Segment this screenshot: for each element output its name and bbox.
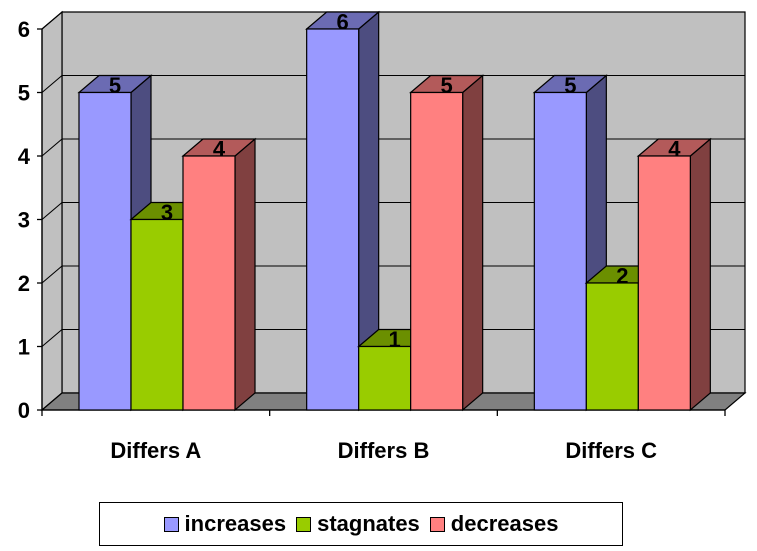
legend-item: stagnates bbox=[296, 511, 420, 537]
bar-front bbox=[637, 155, 691, 411]
data-label: 3 bbox=[161, 200, 173, 225]
bar-side bbox=[234, 137, 256, 412]
y-tick-label: 4 bbox=[18, 144, 31, 169]
data-label: 5 bbox=[441, 73, 453, 98]
category-label: Differs B bbox=[338, 438, 430, 463]
data-label: 5 bbox=[109, 73, 121, 98]
legend-label: increases bbox=[184, 511, 287, 536]
legend-swatch bbox=[163, 516, 179, 532]
y-tick-label: 1 bbox=[18, 335, 30, 360]
legend-item: increases bbox=[163, 511, 287, 537]
bar-front bbox=[533, 91, 587, 411]
bar-front bbox=[358, 345, 412, 411]
gridline bbox=[41, 138, 745, 157]
category-label: Differs C bbox=[565, 438, 657, 463]
y-tick-label: 3 bbox=[18, 208, 30, 233]
y-tick-label: 5 bbox=[18, 81, 30, 106]
bar-decreases bbox=[181, 137, 257, 412]
y-tick-label: 6 bbox=[18, 17, 30, 42]
bar-decreases bbox=[636, 137, 712, 412]
legend-label: stagnates bbox=[317, 511, 420, 536]
bar-front bbox=[585, 282, 639, 411]
gridline bbox=[41, 201, 745, 220]
bar-decreases bbox=[409, 74, 485, 412]
legend-swatch bbox=[296, 516, 312, 532]
bar-side bbox=[462, 74, 484, 412]
bar-increases bbox=[305, 10, 381, 412]
bar-front bbox=[78, 91, 132, 411]
legend: increases stagnates decreases bbox=[99, 502, 623, 546]
category-label: Differs A bbox=[110, 438, 201, 463]
legend-swatch bbox=[429, 516, 445, 532]
bar-side bbox=[689, 137, 711, 412]
data-label: 4 bbox=[213, 137, 226, 162]
data-label: 1 bbox=[389, 327, 401, 352]
y-tick-label: 2 bbox=[18, 271, 30, 296]
data-label: 2 bbox=[616, 264, 628, 289]
gridline bbox=[41, 11, 745, 30]
y-tick-label: 0 bbox=[18, 398, 30, 423]
legend-label: decreases bbox=[450, 511, 559, 536]
bar-front bbox=[410, 91, 464, 411]
category-labels: Differs A Differs B Differs C bbox=[110, 438, 657, 463]
bar-front bbox=[182, 155, 236, 411]
data-label: 5 bbox=[564, 73, 576, 98]
gridline bbox=[41, 328, 745, 347]
gridlines bbox=[41, 11, 745, 347]
gridline bbox=[41, 265, 745, 284]
legend-item: decreases bbox=[429, 511, 559, 537]
bar-front bbox=[306, 28, 360, 411]
data-label: 6 bbox=[337, 10, 349, 35]
y-tick-labels: 0 1 2 3 4 5 6 bbox=[18, 17, 31, 423]
data-label: 4 bbox=[668, 137, 681, 162]
bar-front bbox=[130, 218, 184, 411]
bars: 5 3 4 6 1 5 5 2 4 bbox=[77, 10, 712, 412]
gridline bbox=[41, 74, 745, 93]
